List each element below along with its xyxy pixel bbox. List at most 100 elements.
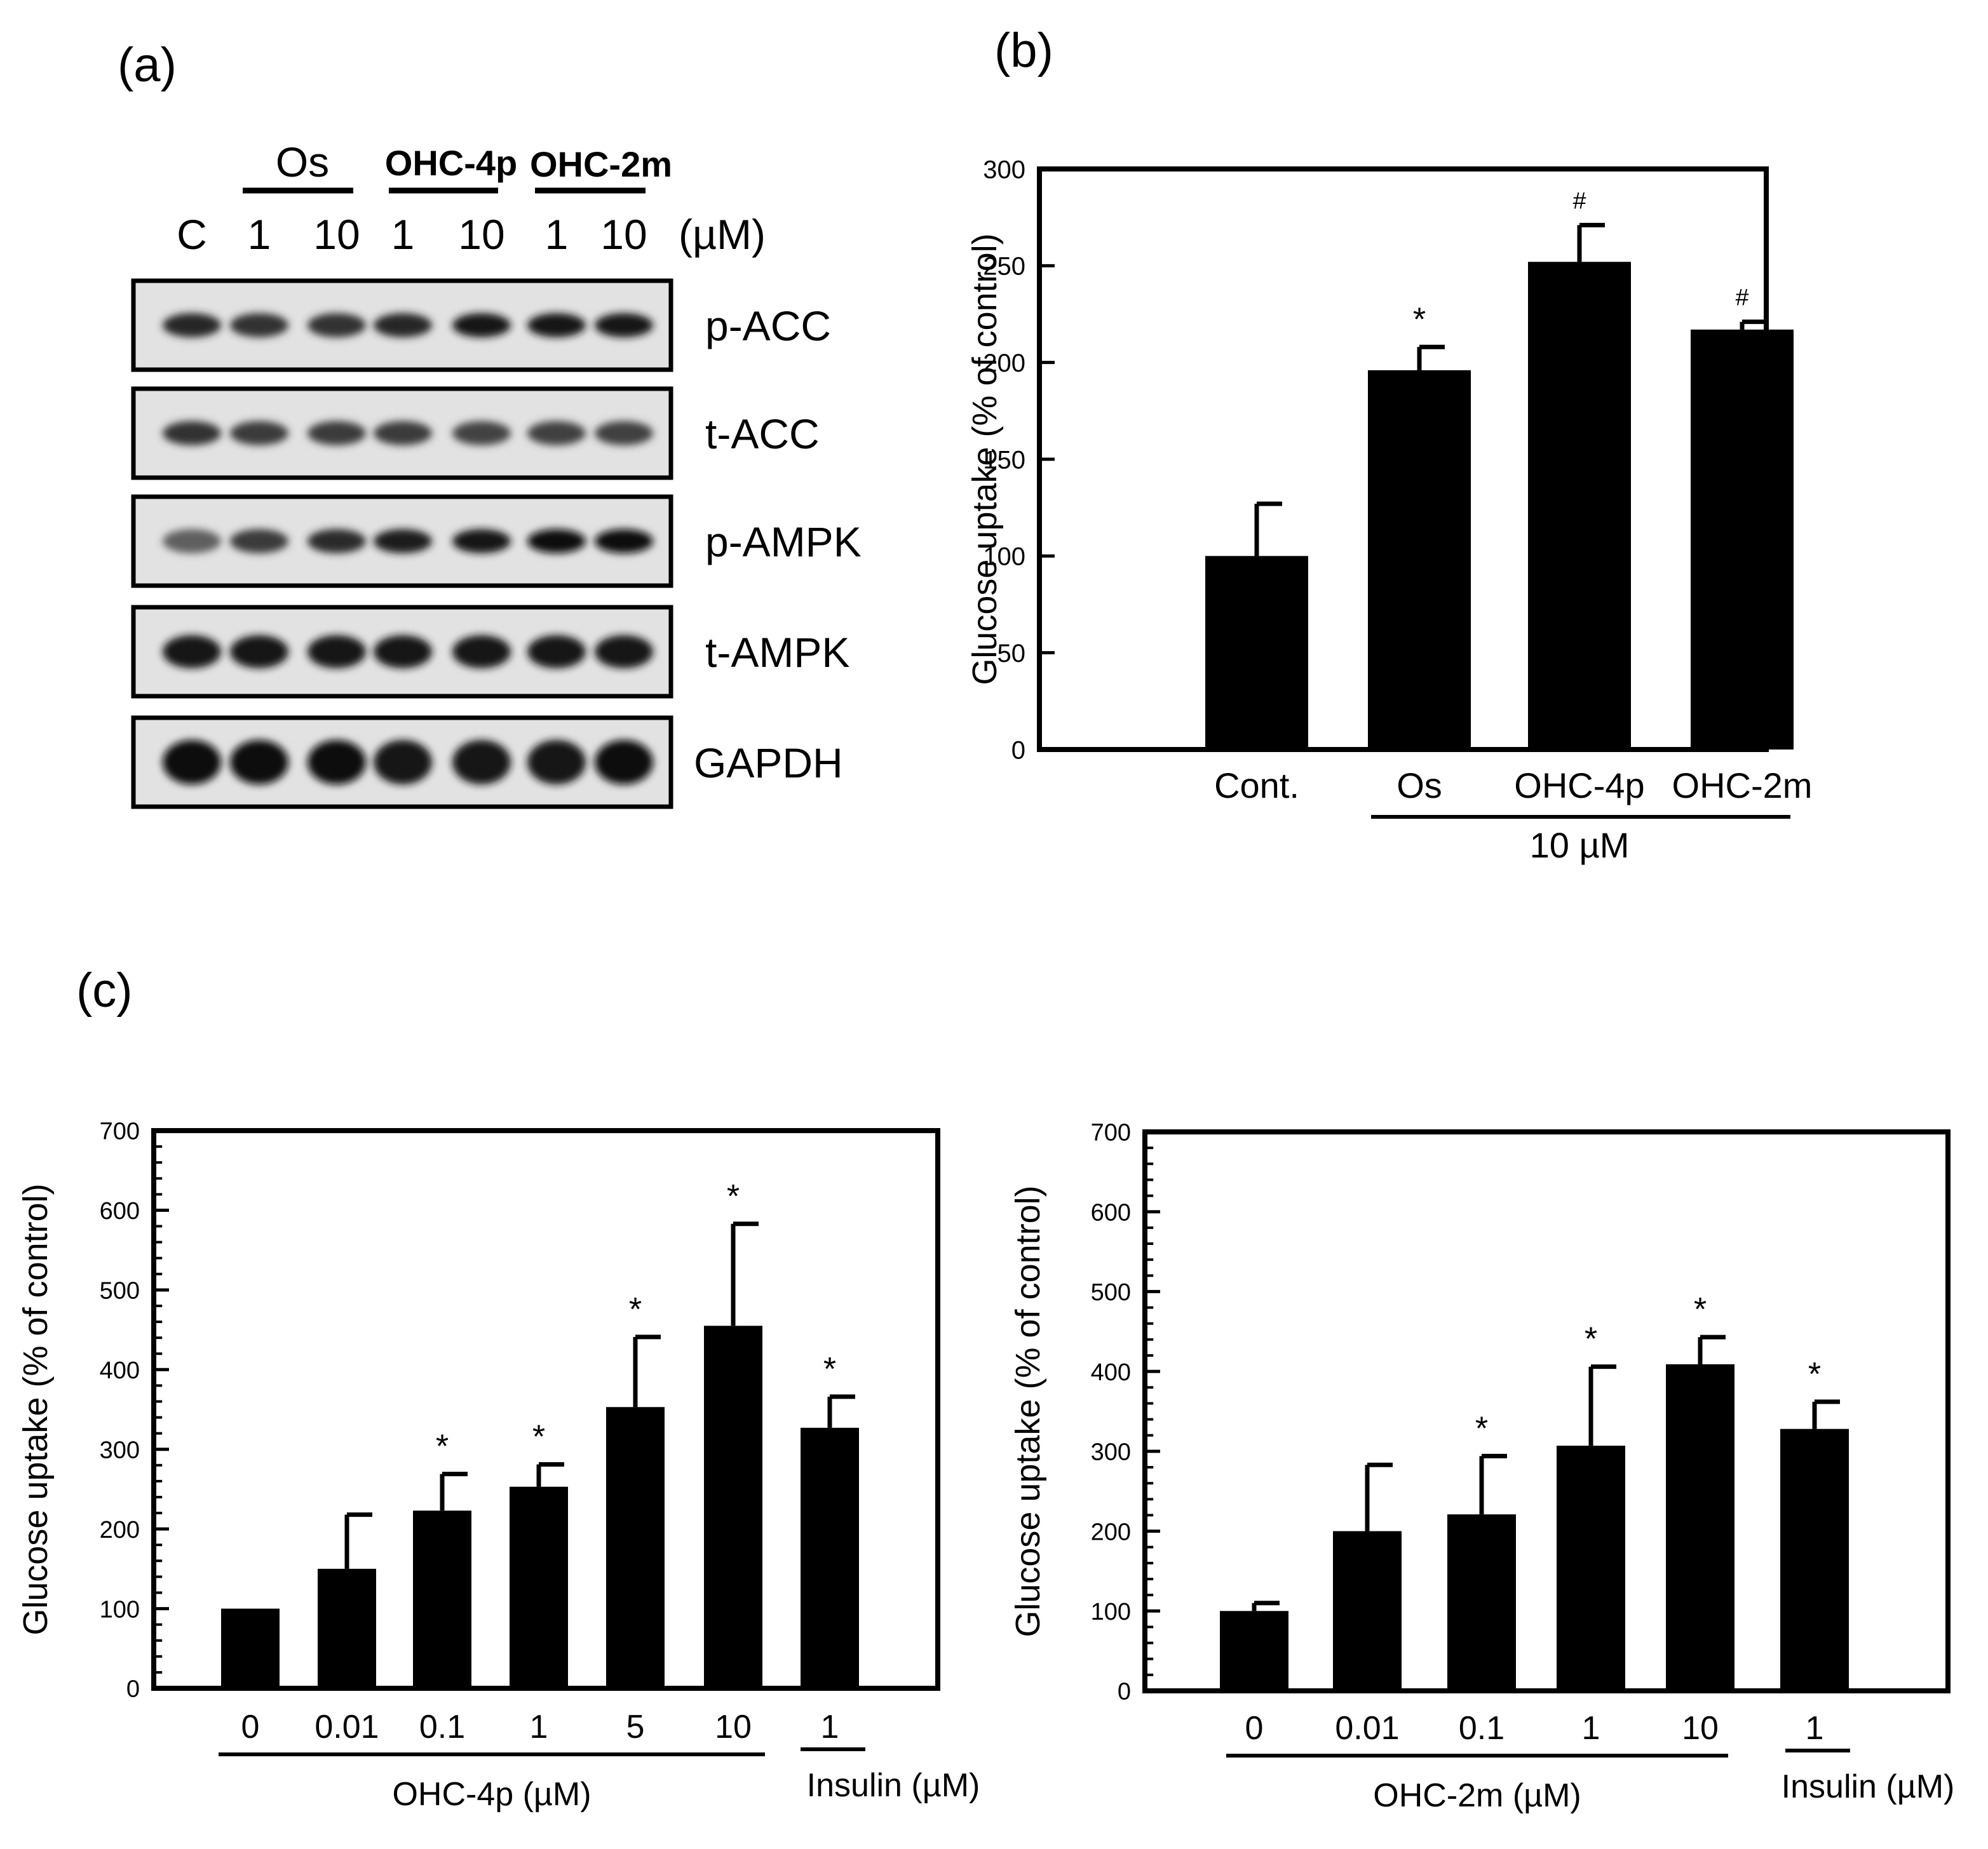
- blot-band: [374, 421, 432, 445]
- blot-band: [308, 313, 366, 337]
- blot-band: [230, 740, 288, 784]
- blot-band: [230, 529, 288, 553]
- y-tick-label: 0: [1011, 736, 1025, 764]
- y-tick-label: 0: [1118, 1679, 1131, 1705]
- bar: [1557, 1446, 1625, 1691]
- blot-band: [374, 313, 432, 337]
- y-axis-label: Glucose uptake (% of control): [1009, 1185, 1047, 1637]
- significance-marker: *: [532, 1419, 545, 1456]
- western-blot-panel: Os OHC-4p OHC-2mC 1 10 1 10 1 10 (µM)p-ACCt-ACCp-…: [131, 138, 862, 809]
- plot-frame: [1142, 1129, 1951, 1693]
- panel-label-b: (b): [994, 24, 1053, 77]
- x-category-label: Os: [1396, 765, 1442, 805]
- y-tick-label: 0: [126, 1676, 140, 1703]
- blot-group-label: OHC-2m: [530, 144, 672, 184]
- x-category-label: 10: [1682, 1710, 1719, 1747]
- blot-band: [374, 529, 432, 553]
- y-tick-label: 100: [100, 1596, 140, 1623]
- bar: [1220, 1611, 1288, 1691]
- y-tick-label: 200: [983, 349, 1025, 377]
- blot-band: [452, 529, 511, 553]
- blot-group-label: OHC-4p: [385, 143, 517, 183]
- blot-row-label: p-AMPK: [705, 518, 862, 565]
- y-tick-label: 200: [1091, 1519, 1131, 1545]
- blot-band: [374, 635, 432, 668]
- blot-band: [452, 313, 511, 337]
- x-category-label: 0.01: [314, 1709, 379, 1745]
- blot-band: [527, 421, 586, 445]
- bar: [1528, 262, 1631, 750]
- bar: [1333, 1531, 1402, 1691]
- y-tick-label: 700: [100, 1119, 140, 1145]
- significance-marker: *: [1808, 1356, 1821, 1393]
- blot-band: [595, 313, 653, 337]
- blot-band: [230, 421, 288, 445]
- y-tick-label: 300: [983, 156, 1025, 184]
- blot-row-label: t-ACC: [705, 410, 820, 457]
- blot-band: [308, 740, 366, 784]
- blot-band: [374, 740, 432, 784]
- blot-band: [452, 635, 511, 668]
- bar: [413, 1510, 471, 1688]
- x-category-label: 1: [821, 1709, 839, 1745]
- bar: [606, 1407, 665, 1688]
- y-tick-label: 150: [983, 446, 1025, 474]
- y-axis-label: Glucose uptake (% of control): [966, 233, 1004, 685]
- y-tick-label: 100: [983, 543, 1025, 571]
- group-label: OHC-4p (µM): [392, 1776, 591, 1813]
- blot-lane-label: 10: [600, 211, 647, 258]
- y-tick-label: 500: [1091, 1279, 1131, 1306]
- y-tick-label: 250: [983, 253, 1025, 281]
- blot-lane-label: 1: [545, 211, 569, 258]
- blot-unit-label: (µM): [679, 211, 766, 258]
- blot-band: [163, 421, 221, 445]
- blot-band: [595, 740, 653, 784]
- significance-marker: #: [1736, 284, 1749, 311]
- blot-band: [163, 635, 221, 668]
- x-category-label: 1: [530, 1709, 548, 1745]
- bar: [801, 1427, 859, 1688]
- insulin-label: Insulin (µM): [1782, 1768, 1955, 1805]
- blot-band: [163, 313, 221, 337]
- blot-band: [308, 529, 366, 553]
- x-category-label: OHC-2m: [1672, 765, 1813, 805]
- y-tick-label: 400: [1091, 1359, 1131, 1386]
- bar: [1368, 370, 1471, 750]
- y-tick-label: 100: [1091, 1599, 1131, 1625]
- significance-marker: #: [1573, 187, 1586, 213]
- y-tick-label: 600: [100, 1198, 140, 1225]
- x-category-label: 5: [626, 1709, 645, 1745]
- significance-marker: *: [1475, 1410, 1488, 1447]
- blot-band: [452, 740, 511, 784]
- blot-band: [163, 529, 221, 553]
- y-tick-label: 500: [100, 1278, 140, 1305]
- y-tick-label: 700: [1091, 1120, 1131, 1146]
- significance-marker: *: [1694, 1291, 1707, 1328]
- chart-b: 0 50 100 150 200 250 300 Glucose uptake (% of c…: [966, 156, 1812, 865]
- group-label: 10 µM: [1530, 825, 1630, 865]
- bar: [1780, 1429, 1849, 1691]
- x-category-label: 1: [1806, 1710, 1824, 1747]
- blot-lane-label: 1: [391, 211, 415, 258]
- blot-band: [163, 740, 221, 784]
- x-category-label: Cont.: [1214, 765, 1299, 805]
- blot-band: [308, 421, 366, 445]
- blot-band: [308, 635, 366, 668]
- panel-label-a: (a): [118, 38, 177, 92]
- significance-marker: *: [823, 1351, 836, 1388]
- significance-marker: *: [436, 1429, 449, 1465]
- x-category-label: 10: [715, 1709, 752, 1745]
- bar: [318, 1568, 376, 1688]
- blot-band: [595, 635, 653, 668]
- group-label: OHC-2m (µM): [1373, 1777, 1581, 1814]
- blot-band: [527, 635, 586, 668]
- y-tick-label: 300: [1091, 1439, 1131, 1466]
- significance-marker: *: [1585, 1321, 1597, 1358]
- x-category-label: 1: [1582, 1710, 1600, 1747]
- blot-band: [452, 421, 511, 445]
- blot-band: [230, 635, 288, 668]
- bar: [1666, 1364, 1734, 1691]
- significance-marker: *: [629, 1291, 642, 1328]
- blot-band: [527, 740, 586, 784]
